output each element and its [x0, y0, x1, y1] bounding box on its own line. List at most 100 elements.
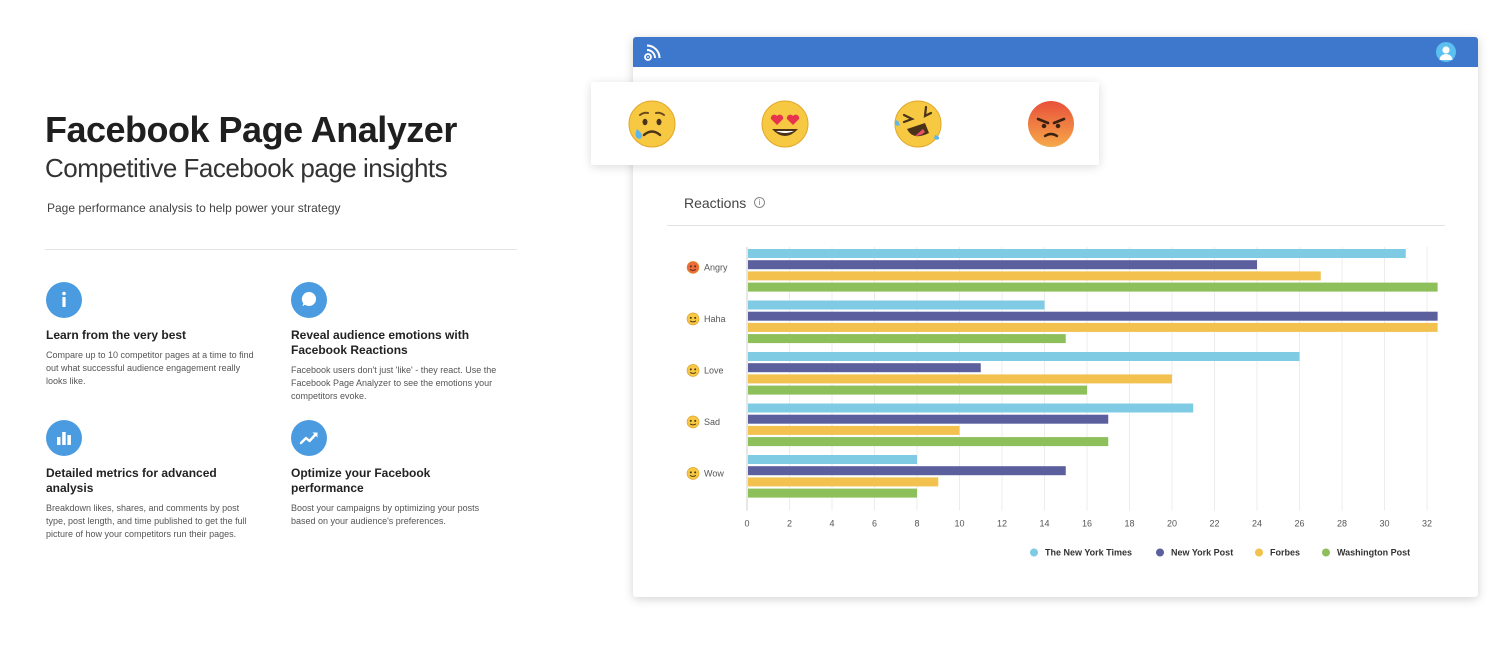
- emoji-mouth: [689, 423, 697, 426]
- legend-swatch: [1156, 548, 1164, 557]
- bar-haha-3: [748, 334, 1066, 344]
- bar-angry-0: [748, 249, 1406, 258]
- emoji-mouth: [689, 372, 697, 374]
- bar-sad-2: [748, 425, 960, 435]
- bar-love-2: [748, 374, 1172, 384]
- feature-title: Optimize your Facebook performance: [291, 466, 431, 495]
- x-tick-label: 30: [1379, 519, 1389, 529]
- emoji-eye: [689, 316, 692, 319]
- emoji-eye: [689, 265, 692, 268]
- bar-sad-0: [748, 403, 1194, 413]
- bar-wow-3: [748, 488, 917, 498]
- legend-label: New York Post: [1171, 548, 1233, 558]
- feature-title: Detailed metrics for advanced analysis: [46, 466, 217, 495]
- sad-emoji-icon: [686, 415, 700, 429]
- category-label: Haha: [704, 314, 726, 324]
- info-icon: [46, 282, 82, 318]
- bar-haha-2: [748, 322, 1438, 332]
- feature-reactions: Reveal audience emotions with Facebook R…: [291, 282, 506, 403]
- legend-swatch: [1255, 548, 1263, 557]
- feature-description: Compare up to 10 competitor pages at a t…: [46, 350, 254, 386]
- feature-optimize: Optimize your Facebook performance Boost…: [291, 420, 506, 528]
- x-tick-label: 22: [1209, 519, 1219, 529]
- panel-divider: [667, 225, 1445, 226]
- x-tick-label: 10: [954, 519, 964, 529]
- category-label: Wow: [704, 468, 724, 478]
- wow-emoji-icon: [686, 467, 700, 480]
- reactions-card: [591, 82, 1099, 165]
- trend-up-icon: [291, 420, 327, 456]
- bar-love-0: [748, 352, 1300, 361]
- angry-emoji-icon: [686, 261, 700, 274]
- angry-emoji-icon[interactable]: [1026, 99, 1076, 149]
- x-tick-label: 16: [1082, 519, 1092, 529]
- emoji-eye: [689, 471, 692, 474]
- bar-wow-0: [748, 455, 917, 464]
- app-topbar: [633, 37, 1478, 67]
- info-icon[interactable]: i: [754, 197, 765, 208]
- feature-title: Learn from the very best: [46, 328, 187, 342]
- category-label: Love: [704, 365, 724, 375]
- emoji-eye: [694, 368, 697, 371]
- emoji-mouth: [689, 269, 697, 271]
- x-tick-label: 28: [1337, 519, 1347, 529]
- haha-emoji-icon[interactable]: [893, 99, 943, 149]
- legend-label: The New York Times: [1045, 548, 1132, 558]
- emoji-mouth: [689, 320, 697, 323]
- feature-metrics: Detailed metrics for advanced analysis B…: [46, 420, 261, 541]
- bar-angry-1: [748, 260, 1257, 270]
- emoji-eye: [689, 368, 692, 371]
- user-avatar-icon[interactable]: [1436, 42, 1456, 62]
- emoji-eye: [694, 265, 697, 268]
- feature-description: Boost your campaigns by optimizing your …: [291, 503, 480, 526]
- reactions-bar-chart: 0 2 4 6 8 10 12 14 16 18 20 22 24 26 28 30 32AngryHahaLo…: [686, 247, 1438, 558]
- hero-description: Page performance analysis to help power …: [47, 201, 341, 215]
- emoji-eye: [694, 419, 697, 422]
- x-tick-label: 24: [1252, 519, 1262, 529]
- page-subtitle: Competitive Facebook page insights: [45, 153, 448, 183]
- sad-emoji-icon[interactable]: [627, 99, 677, 149]
- bar-sad-1: [748, 414, 1109, 424]
- emoji-eye: [689, 419, 692, 422]
- x-tick-label: 8: [914, 519, 919, 529]
- emoji-eye: [694, 471, 697, 474]
- x-tick-label: 4: [829, 519, 834, 529]
- bar-wow-2: [748, 477, 939, 487]
- category-label: Sad: [704, 417, 720, 427]
- x-tick-label: 6: [872, 519, 877, 529]
- feature-description: Facebook users don't just 'like' - they …: [291, 365, 497, 401]
- bar-angry-3: [748, 282, 1438, 292]
- hero: Facebook Page Analyzer Competitive Faceb…: [45, 108, 525, 184]
- category-label: Angry: [704, 262, 728, 272]
- speech-bubble-icon: [291, 282, 327, 318]
- x-tick-label: 14: [1039, 519, 1049, 529]
- bar-haha-0: [748, 300, 1045, 310]
- legend-swatch: [1322, 548, 1330, 557]
- feature-description: Breakdown likes, shares, and comments by…: [46, 503, 247, 539]
- legend-label: Forbes: [1270, 548, 1300, 558]
- feature-title: Reveal audience emotions with Facebook R…: [291, 328, 470, 357]
- page-title: Facebook Page Analyzer: [45, 109, 457, 150]
- x-tick-label: 26: [1294, 519, 1304, 529]
- section-divider: [45, 249, 517, 250]
- feature-learn: Learn from the very best Compare up to 1…: [46, 282, 261, 388]
- legend-swatch: [1030, 548, 1038, 557]
- legend-label: Washington Post: [1337, 548, 1410, 558]
- x-tick-label: 2: [787, 519, 792, 529]
- bar-wow-1: [748, 466, 1066, 476]
- x-tick-label: 20: [1167, 519, 1177, 529]
- bar-sad-3: [748, 437, 1109, 447]
- rss-logo-icon[interactable]: [643, 42, 663, 67]
- haha-emoji-icon: [686, 312, 700, 326]
- love-emoji-icon[interactable]: [760, 99, 810, 149]
- reactions-chart: 0 2 4 6 8 10 12 14 16 18 20 22 24 26 28 30 32 Angry Haha Lo…: [667, 235, 1457, 565]
- bar-haha-1: [748, 311, 1438, 321]
- x-tick-label: 18: [1124, 519, 1134, 529]
- reactions-panel-title: Reactions: [684, 195, 747, 211]
- emoji-mouth: [689, 475, 697, 477]
- bar-chart-icon: [46, 420, 82, 456]
- x-tick-label: 12: [997, 519, 1007, 529]
- bar-love-3: [748, 385, 1087, 395]
- x-tick-label: 0: [744, 519, 749, 529]
- bar-love-1: [748, 363, 981, 373]
